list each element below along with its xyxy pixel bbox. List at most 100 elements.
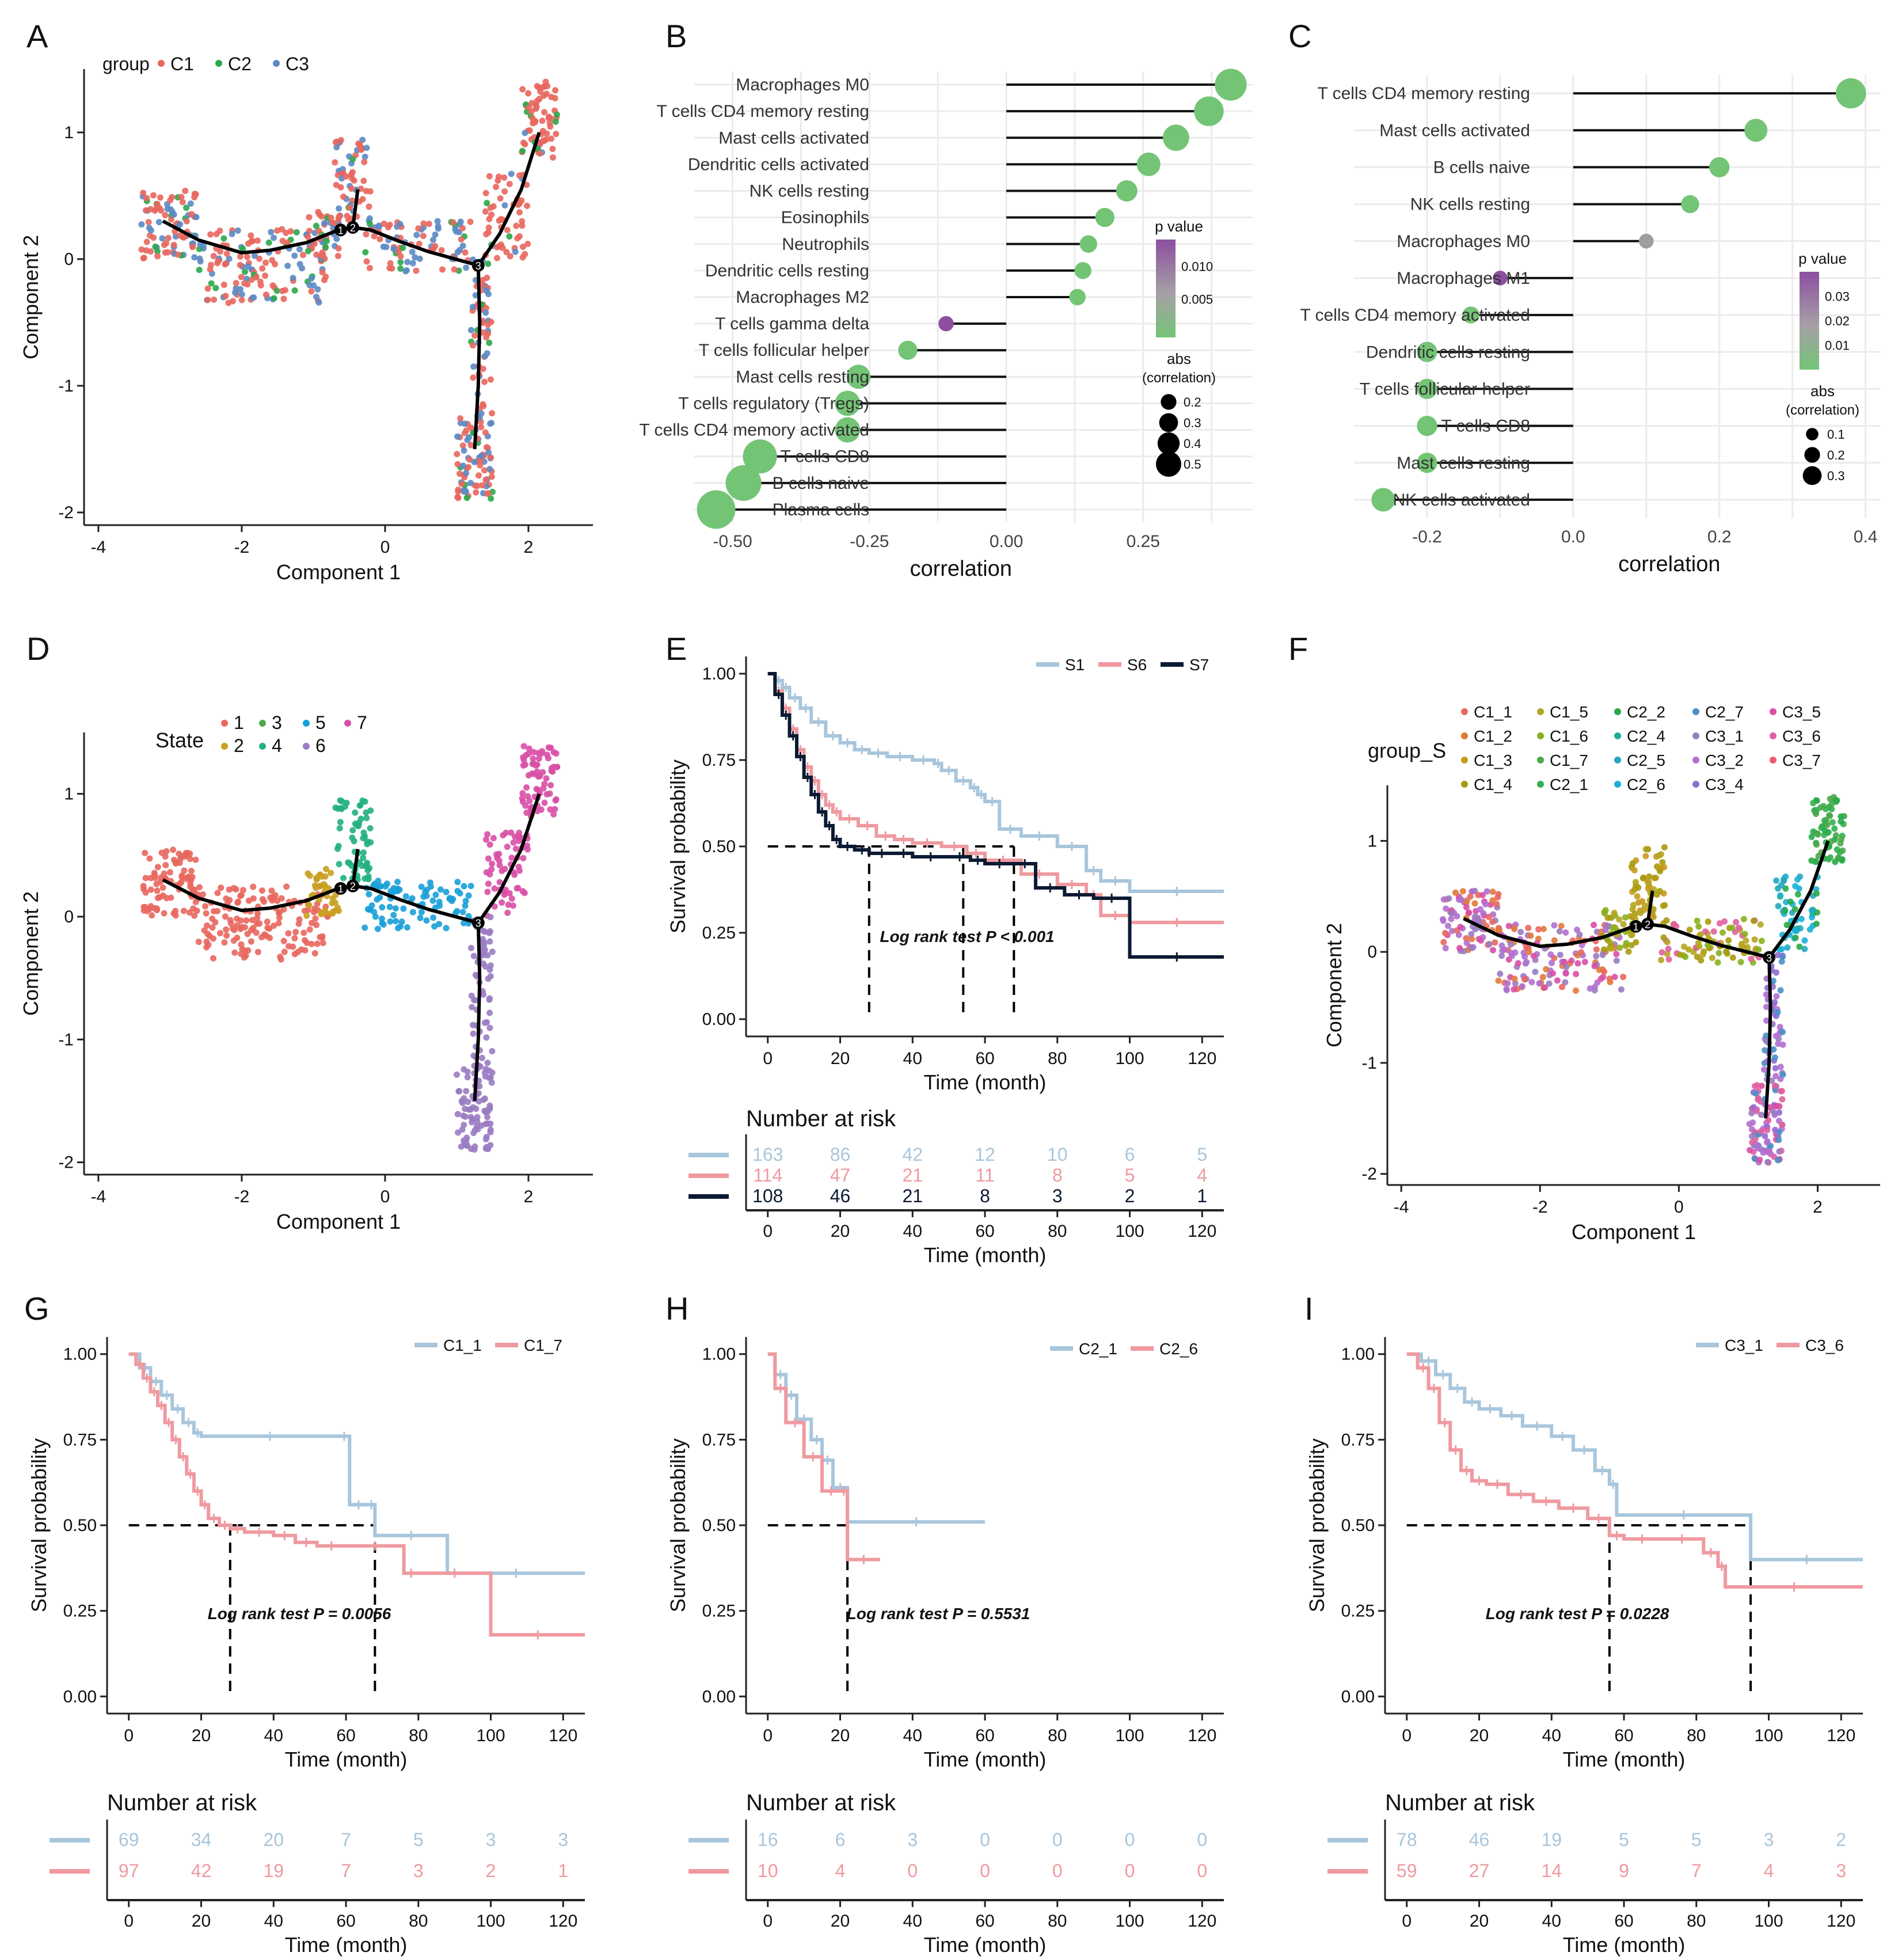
data-point [1779,1028,1786,1035]
data-point [475,1098,482,1105]
data-point [245,897,252,904]
risk-x-tick-label: 20 [831,1912,850,1931]
data-point [157,194,163,201]
legend-title: State [155,728,204,752]
data-point [266,925,273,932]
legend-size-label: 0.3 [1184,416,1201,430]
data-point [311,950,318,957]
data-point [301,937,308,944]
data-point [187,856,193,863]
data-point [1658,956,1665,963]
category-label: T cells regulatory (Tregs) [678,394,869,413]
data-point [485,490,492,497]
data-point [397,253,404,260]
data-point [189,243,196,250]
data-point [199,891,206,898]
data-point [308,288,315,295]
data-point [1664,939,1671,945]
risk-count: 5 [1197,1144,1207,1165]
data-point [154,248,161,255]
data-point [149,912,155,919]
data-point [458,480,465,487]
x-axis-title: Component 1 [276,560,401,584]
data-point [1530,952,1537,959]
data-point [267,935,273,941]
data-point [362,875,368,882]
data-point [1821,827,1828,834]
risk-count: 3 [1764,1829,1774,1850]
data-point [480,991,487,998]
data-point [357,146,364,153]
data-point [501,202,508,209]
data-point [462,902,469,909]
data-point [504,909,511,916]
data-point [1719,929,1726,936]
legend: C2_1 C2_6 [1050,1340,1198,1358]
data-point [150,192,157,199]
data-point [1772,969,1779,976]
panel-label-E: E [665,630,687,667]
data-point [467,442,474,449]
risk-count: 16 [758,1829,778,1850]
category-label: T cells follicular helper [699,341,869,360]
data-point [1608,945,1615,952]
data-point [485,880,492,887]
data-point [142,849,149,856]
legend-pvalue-title: p value [1155,218,1203,235]
data-point [457,218,464,225]
y-tick-label: 0.50 [1341,1516,1375,1535]
legend-label: C2_1 [1550,776,1588,793]
data-point [249,294,256,301]
data-point [482,429,489,436]
legend-label: 6 [315,735,326,756]
legend-swatch [221,743,228,750]
data-point [1772,1065,1779,1072]
data-point [353,822,360,829]
data-point [146,855,153,862]
data-point [519,147,526,154]
data-point [478,424,485,431]
data-point [162,212,169,219]
data-point [418,883,425,890]
branch-node [1629,920,1642,933]
data-point [1782,907,1789,914]
lollipop-point [938,316,954,332]
risk-count: 108 [752,1186,783,1206]
data-point [390,911,397,918]
y-tick-label: 0.25 [702,1602,736,1621]
data-point [1685,946,1692,953]
data-point [254,237,261,244]
data-point [220,282,227,288]
y-tick-label: 0.00 [63,1687,97,1706]
data-point [503,249,510,256]
lollipop-point [1074,262,1091,279]
data-point [222,293,229,299]
data-point [314,286,321,293]
data-point [1485,913,1492,920]
data-point [1771,999,1778,1006]
legend-label: C3_4 [1705,776,1744,793]
data-point [1815,853,1822,860]
data-point [280,295,287,302]
data-point [1568,957,1575,964]
legend-swatch [259,743,266,750]
data-point [472,292,479,299]
data-point [306,872,313,879]
lollipop-point [835,390,861,416]
data-point [423,917,430,924]
data-point [349,156,356,163]
data-point [461,883,467,890]
risk-count: 5 [1691,1829,1702,1850]
data-point [278,895,285,902]
data-point [1725,937,1732,944]
data-point [336,861,343,868]
risk-count: 21 [902,1165,923,1186]
data-point [1763,1032,1770,1039]
data-point [390,245,397,252]
data-point [299,252,306,259]
log-rank-annotation: Log rank test P = 0.0228 [1486,1605,1669,1623]
data-point [1838,813,1844,820]
data-point [548,135,555,142]
legend-size-swatch [1157,432,1180,455]
x-tick-label: 2 [524,538,534,557]
